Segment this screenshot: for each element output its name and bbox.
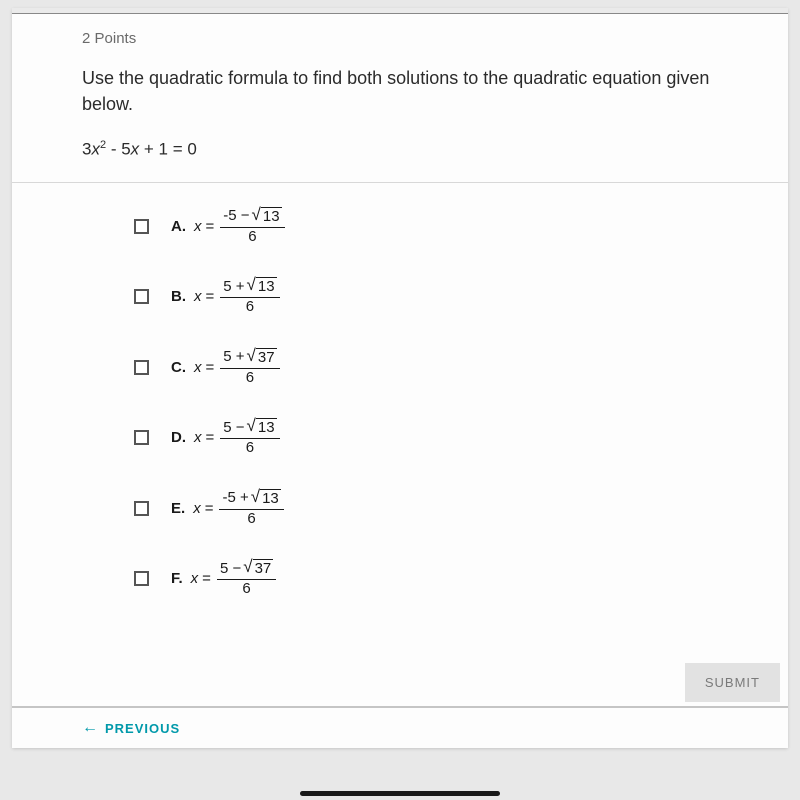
choice-math-e: x= -5 + √13 6 [193, 489, 284, 528]
choice-math-f: x= 5 − √37 6 [191, 559, 277, 598]
choice-math-c: x= 5 + √37 6 [194, 348, 280, 387]
choice-letter-b: B. [171, 288, 186, 305]
choice-math-d: x= 5 − √13 6 [194, 418, 280, 457]
choice-math-a: x= -5 − √13 6 [194, 207, 285, 246]
checkbox-d[interactable] [134, 430, 149, 445]
eq-var1: x [91, 140, 100, 159]
choice-letter-c: C. [171, 359, 186, 376]
choice-letter-e: E. [171, 500, 185, 517]
answer-choices: A. x= -5 − √13 6 B. x= [82, 207, 764, 598]
choice-f[interactable]: F. x= 5 − √37 6 [134, 559, 764, 598]
choice-math-b: x= 5 + √13 6 [194, 277, 280, 316]
quadratic-equation: 3x2 - 5x + 1 = 0 [82, 139, 764, 160]
eq-tail: + 1 = 0 [139, 140, 197, 159]
eq-mid: - 5 [106, 140, 131, 159]
choice-b[interactable]: B. x= 5 + √13 6 [134, 277, 764, 316]
eq-var2: x [131, 140, 140, 159]
app-frame: 2 Points Use the quadratic formula to fi… [0, 0, 800, 800]
bottom-nav-bar: ← PREVIOUS [12, 706, 788, 748]
checkbox-c[interactable] [134, 360, 149, 375]
question-content: 2 Points Use the quadratic formula to fi… [12, 14, 788, 598]
arrow-left-icon: ← [82, 719, 99, 737]
previous-button[interactable]: ← PREVIOUS [82, 719, 180, 737]
home-indicator[interactable] [300, 791, 500, 796]
question-prompt: Use the quadratic formula to find both s… [82, 65, 764, 117]
choice-letter-a: A. [171, 218, 186, 235]
section-divider [12, 182, 788, 183]
choice-d[interactable]: D. x= 5 − √13 6 [134, 418, 764, 457]
submit-button[interactable]: SUBMIT [685, 663, 780, 702]
choice-e[interactable]: E. x= -5 + √13 6 [134, 489, 764, 528]
points-label: 2 Points [82, 30, 764, 47]
choice-letter-f: F. [171, 570, 183, 587]
choice-c[interactable]: C. x= 5 + √37 6 [134, 348, 764, 387]
choice-a[interactable]: A. x= -5 − √13 6 [134, 207, 764, 246]
choice-letter-d: D. [171, 429, 186, 446]
checkbox-f[interactable] [134, 571, 149, 586]
previous-label: PREVIOUS [105, 721, 180, 736]
checkbox-e[interactable] [134, 501, 149, 516]
checkbox-b[interactable] [134, 289, 149, 304]
checkbox-a[interactable] [134, 219, 149, 234]
question-card: 2 Points Use the quadratic formula to fi… [12, 8, 788, 748]
